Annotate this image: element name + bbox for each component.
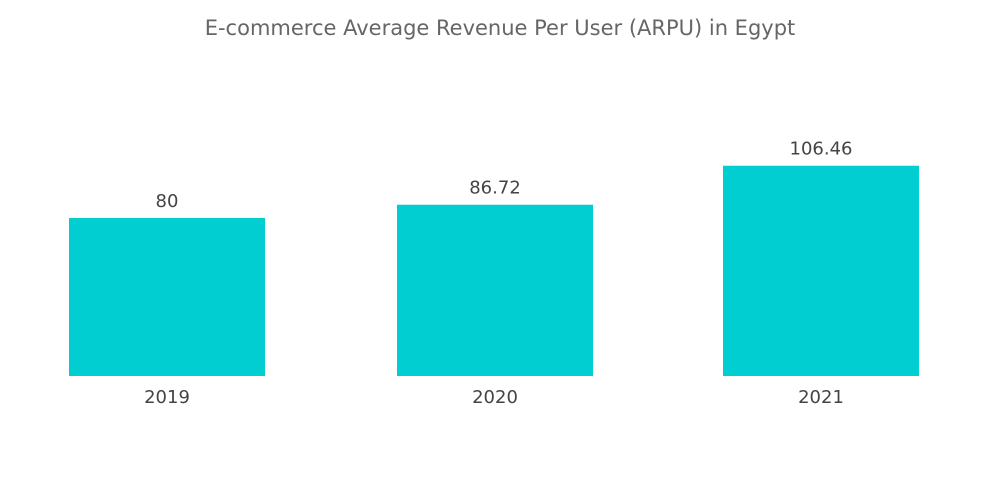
x-tick-label-2019: 2019 bbox=[144, 387, 190, 408]
x-tick-label-2020: 2020 bbox=[472, 387, 518, 408]
data-label-2019: 80 bbox=[156, 191, 179, 212]
data-label-2021: 106.46 bbox=[790, 139, 853, 160]
x-tick-label-2021: 2021 bbox=[798, 387, 844, 408]
bar-2019 bbox=[69, 218, 265, 376]
data-label-2020: 86.72 bbox=[469, 178, 521, 199]
bar-2021 bbox=[723, 165, 919, 376]
bar-2020 bbox=[397, 204, 593, 376]
chart-title: E-commerce Average Revenue Per User (ARP… bbox=[204, 16, 796, 40]
